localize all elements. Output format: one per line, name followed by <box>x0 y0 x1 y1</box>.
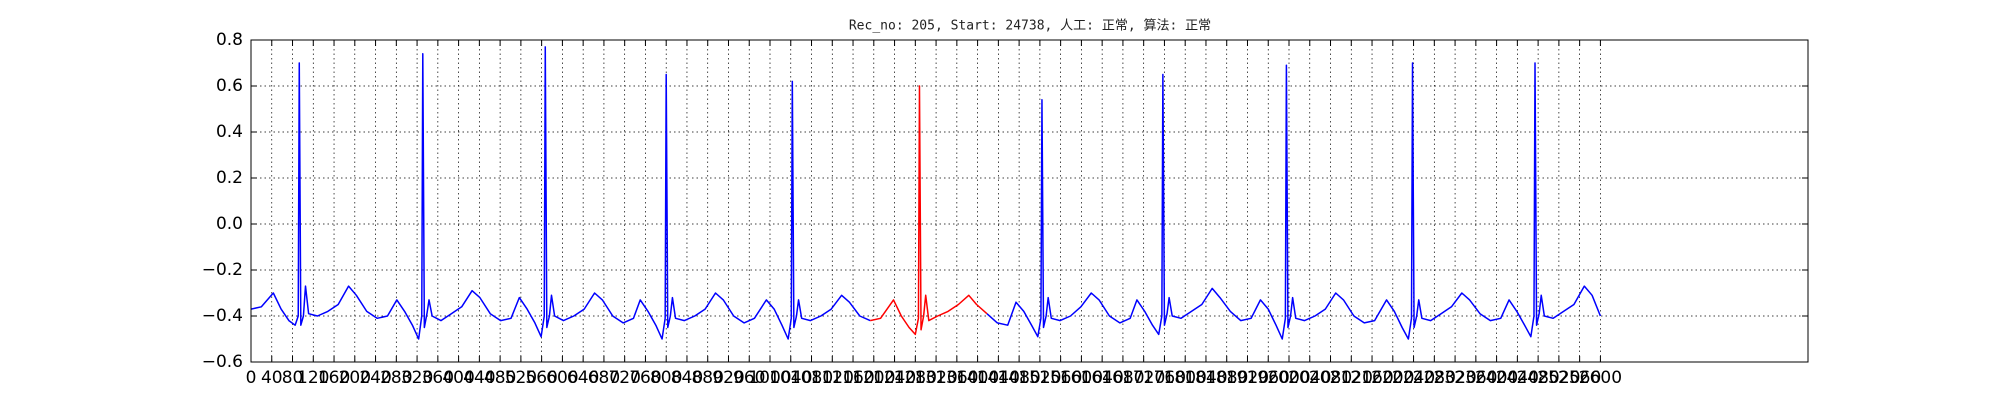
x-tick-label: 1440 <box>977 368 1020 388</box>
x-tick-label: 80 <box>282 368 304 388</box>
x-tick-label: 2200 <box>1371 368 1414 388</box>
x-tick-label: 200 <box>339 368 371 388</box>
x-tick-label: 280 <box>380 368 412 388</box>
x-tick-label: 2080 <box>1309 368 1352 388</box>
x-tick-label: 2400 <box>1475 368 1518 388</box>
x-tick-label: 1960 <box>1247 368 1290 388</box>
x-tick-label: 2160 <box>1350 368 1393 388</box>
x-tick-label: 1760 <box>1143 368 1186 388</box>
x-tick-label: 840 <box>671 368 703 388</box>
x-tick-label: 1840 <box>1184 368 1227 388</box>
x-tick-label: 1520 <box>1018 368 1061 388</box>
x-tick-label: 1720 <box>1122 368 1165 388</box>
x-tick-label: 1920 <box>1226 368 1269 388</box>
x-tick-label: 960 <box>733 368 765 388</box>
x-tick-label: 1160 <box>831 368 874 388</box>
y-tick-label: 0.8 <box>216 30 243 50</box>
x-tick-label: 1800 <box>1164 368 1207 388</box>
x-tick-label: 560 <box>525 368 557 388</box>
x-tick-label: 1640 <box>1081 368 1124 388</box>
x-tick-label: 2040 <box>1288 368 1331 388</box>
x-tick-label: 880 <box>691 368 723 388</box>
x-tick-label: 2480 <box>1516 368 1559 388</box>
x-tick-label: 440 <box>463 368 495 388</box>
x-tick-label: 160 <box>318 368 350 388</box>
x-tick-label: 2560 <box>1558 368 1601 388</box>
x-tick-label: 1560 <box>1039 368 1082 388</box>
x-tick-label: 40 <box>261 368 283 388</box>
x-tick-label: 2360 <box>1454 368 1497 388</box>
x-tick-label: 1360 <box>935 368 978 388</box>
x-tick-label: 1280 <box>894 368 937 388</box>
x-tick-label: 2320 <box>1433 368 1476 388</box>
x-tick-label: 800 <box>650 368 682 388</box>
x-tick-label: 1320 <box>914 368 957 388</box>
y-tick-label: 0.4 <box>216 122 243 142</box>
plot-frame <box>250 39 1809 363</box>
x-tick-label: 1680 <box>1101 368 1144 388</box>
y-tick-label: 0.2 <box>216 168 243 188</box>
x-tick-label: 2240 <box>1392 368 1435 388</box>
x-tick-label: 760 <box>629 368 661 388</box>
x-tick-label: 1200 <box>852 368 895 388</box>
x-tick-label: 680 <box>588 368 620 388</box>
x-tick-label: 1880 <box>1205 368 1248 388</box>
chart-title: Rec_no: 205, Start: 24738, 人工: 正常, 算法: 正… <box>849 19 1211 34</box>
x-tick-label: 120 <box>297 368 329 388</box>
x-tick-label: 1480 <box>997 368 1040 388</box>
y-tick-label: 0.0 <box>216 214 243 234</box>
x-tick-label: 240 <box>359 368 391 388</box>
x-tick-label: 1040 <box>769 368 812 388</box>
x-tick-label: 0 <box>246 368 257 388</box>
x-tick-label: 1080 <box>790 368 833 388</box>
x-tick-label: 2280 <box>1413 368 1456 388</box>
ecg-line <box>870 85 988 336</box>
x-tick-label: 640 <box>567 368 599 388</box>
x-tick-label: 2440 <box>1496 368 1539 388</box>
x-tick-label: 1600 <box>1060 368 1103 388</box>
x-tick-label: 2000 <box>1267 368 1310 388</box>
x-tick-label: 2120 <box>1330 368 1373 388</box>
x-tick-label: 720 <box>608 368 640 388</box>
x-tick-label: 1120 <box>811 368 854 388</box>
x-tick-label: 520 <box>505 368 537 388</box>
y-tick-label: −0.4 <box>202 306 243 326</box>
x-tick-label: 2520 <box>1537 368 1580 388</box>
x-tick-label: 1400 <box>956 368 999 388</box>
x-tick-label: 480 <box>484 368 516 388</box>
ecg-line <box>250 46 1602 340</box>
x-tick-label: 320 <box>401 368 433 388</box>
x-tick-label: 1000 <box>748 368 791 388</box>
y-tick-label: −0.2 <box>202 260 243 280</box>
x-tick-label: 360 <box>422 368 454 388</box>
y-tick-label: −0.6 <box>202 352 243 372</box>
x-tick-label: 600 <box>546 368 578 388</box>
x-tick-label: 2600 <box>1579 368 1622 388</box>
x-tick-label: 920 <box>712 368 744 388</box>
x-tick-label: 400 <box>442 368 474 388</box>
x-tick-label: 1240 <box>873 368 916 388</box>
y-tick-label: 0.6 <box>216 76 243 96</box>
